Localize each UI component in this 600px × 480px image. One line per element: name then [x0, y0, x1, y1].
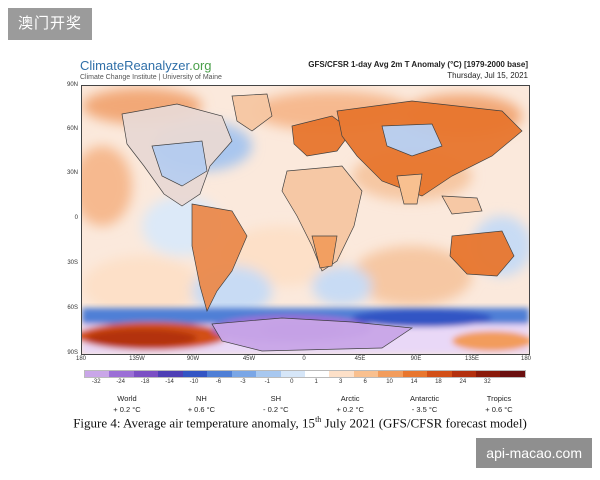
- stat-world: World + 0.2 °C: [98, 393, 156, 415]
- brand-logo[interactable]: ClimateReanalyzer.org Climate Change Ins…: [80, 58, 222, 81]
- stat-value: + 0.2 °C: [336, 405, 364, 414]
- color-scale-ticks: -32 -24 -18 -14 -10 -6 -3 -1 0 1 3 6 10 14 18 24 32: [84, 379, 524, 389]
- color-swatch: [402, 371, 428, 377]
- stat-antarctic: Antarctic - 3.5 °C: [396, 393, 454, 415]
- caption-sup: th: [315, 415, 322, 424]
- stat-value: + 0.6 °C: [485, 405, 513, 414]
- color-tick-label: -1: [264, 379, 270, 385]
- stat-region: Tropics: [486, 394, 512, 403]
- color-swatch: [256, 371, 281, 377]
- color-swatch: [451, 371, 476, 377]
- lon-label: 90E: [410, 356, 422, 362]
- color-tick-label: 1: [314, 379, 318, 385]
- lon-label: 180: [520, 356, 531, 362]
- stat-region: SH: [270, 394, 281, 403]
- color-swatch: [427, 371, 452, 377]
- color-tick-label: 0: [290, 379, 294, 385]
- lon-label: 135E: [464, 356, 479, 362]
- color-tick-label: 10: [386, 379, 393, 385]
- lon-label: 45W: [242, 356, 256, 362]
- brand-name: ClimateReanalyzer: [80, 58, 190, 73]
- stat-value: - 3.5 °C: [411, 405, 438, 414]
- color-tick-label: -18: [140, 379, 150, 385]
- lat-label: 90N: [66, 82, 78, 88]
- color-swatch: [109, 371, 134, 377]
- color-tick-label: 32: [483, 379, 491, 385]
- color-swatch: [133, 371, 159, 377]
- watermark-bottom: api-macao.com: [476, 438, 592, 468]
- stat-region: World: [117, 394, 137, 403]
- lat-label: 30S: [67, 260, 78, 266]
- brand-subtitle: Climate Change Institute | University of…: [80, 74, 222, 81]
- lat-label: 90S: [67, 350, 78, 356]
- lon-label: 45E: [354, 356, 366, 362]
- stat-region: NH: [195, 394, 207, 403]
- color-tick-label: -10: [189, 379, 199, 385]
- color-swatch: [353, 371, 379, 377]
- lon-label: 135W: [129, 356, 145, 362]
- color-tick-label: 3: [338, 379, 343, 385]
- color-tick-label: -24: [116, 379, 125, 385]
- figure-caption: Figure 4: Average air temperature anomal…: [0, 415, 600, 431]
- color-swatch: [329, 371, 354, 377]
- stat-sh: SH - 0.2 °C: [247, 393, 305, 415]
- color-tick-label: 6: [363, 379, 367, 385]
- color-swatch: [500, 371, 525, 377]
- stat-tropics: Tropics + 0.6 °C: [470, 393, 528, 415]
- color-tick-label: 24: [459, 379, 467, 385]
- lat-label: 60S: [67, 305, 78, 311]
- stat-region: Arctic: [340, 394, 360, 403]
- caption-text-end: July 2021 (GFS/CFSR forecast model): [321, 415, 527, 431]
- watermark-top: 澳门开奖: [8, 8, 93, 40]
- map-date: Thursday, Jul 15, 2021: [447, 71, 528, 80]
- region-stats: World + 0.2 °C NH + 0.6 °C SH - 0.2 °C Arct…: [98, 393, 528, 415]
- lon-label: 0: [302, 356, 306, 362]
- color-tick-label: 14: [410, 379, 418, 385]
- brand-suffix: .org: [189, 58, 212, 73]
- lat-label: 30N: [66, 170, 78, 176]
- lat-label: 0: [74, 215, 78, 221]
- map-title: GFS/CFSR 1-day Avg 2m T Anomaly (°C) [19…: [308, 60, 528, 69]
- color-swatch: [231, 371, 257, 377]
- stat-value: + 0.2 °C: [113, 405, 141, 414]
- stat-value: - 0.2 °C: [263, 405, 289, 414]
- color-tick-label: -14: [165, 379, 174, 385]
- color-swatch: [476, 371, 501, 377]
- color-swatch: [207, 371, 232, 377]
- color-tick-label: -6: [215, 379, 222, 385]
- color-scale-bar: [84, 370, 526, 378]
- stat-nh: NH + 0.6 °C: [172, 393, 230, 415]
- caption-text: Figure 4: Average air temperature anomal…: [73, 415, 316, 431]
- lon-label: 90W: [186, 356, 200, 362]
- color-swatch: [304, 371, 330, 377]
- color-swatch: [158, 371, 183, 377]
- lon-label: 180: [75, 356, 86, 362]
- stat-arctic: Arctic + 0.2 °C: [321, 393, 379, 415]
- color-swatch: [378, 371, 403, 377]
- stat-value: + 0.6 °C: [187, 405, 216, 414]
- color-swatch: [182, 371, 208, 377]
- stat-region: Antarctic: [409, 394, 440, 403]
- color-tick-label: 18: [435, 379, 442, 385]
- temperature-anomaly-map: [81, 85, 530, 355]
- color-tick-label: -32: [91, 379, 101, 385]
- lat-label: 60N: [66, 126, 78, 132]
- color-tick-label: -3: [240, 379, 246, 385]
- map-svg: [82, 86, 529, 354]
- color-swatch: [85, 371, 110, 377]
- color-swatch: [280, 371, 305, 377]
